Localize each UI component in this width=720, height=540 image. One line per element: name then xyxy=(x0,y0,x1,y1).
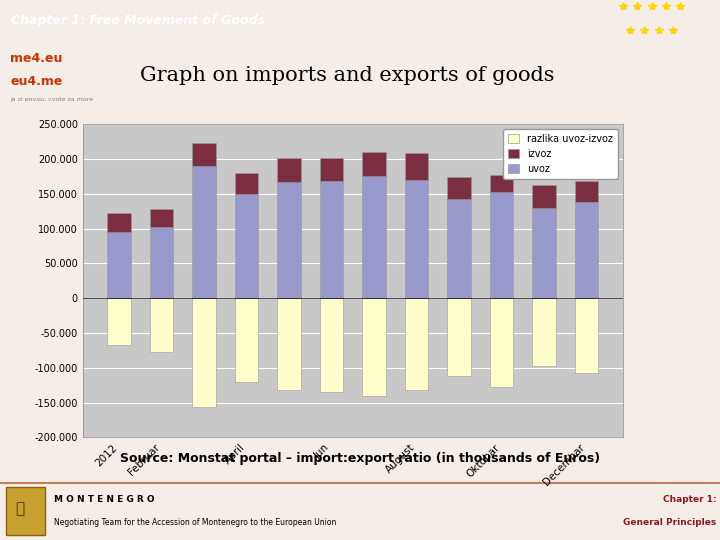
Bar xyxy=(575,298,598,373)
Bar xyxy=(320,181,343,298)
Text: Source: Monstat portal – import:export ratio (in thousands of Euros): Source: Monstat portal – import:export r… xyxy=(120,452,600,465)
Bar xyxy=(447,298,471,376)
Bar xyxy=(405,153,428,180)
Bar xyxy=(192,143,216,166)
Bar xyxy=(107,213,131,232)
Bar xyxy=(192,298,216,408)
Bar xyxy=(405,298,428,390)
Bar xyxy=(150,209,174,226)
Bar xyxy=(575,181,598,202)
Text: me4.eu: me4.eu xyxy=(10,52,63,65)
Text: Graph on imports and exports of goods: Graph on imports and exports of goods xyxy=(140,66,554,85)
Bar xyxy=(320,298,343,392)
Bar xyxy=(192,166,216,298)
Bar xyxy=(235,194,258,298)
Bar xyxy=(107,298,131,345)
Bar xyxy=(235,173,258,194)
Bar xyxy=(150,298,174,353)
Bar xyxy=(490,192,513,298)
Bar xyxy=(150,226,174,298)
Bar xyxy=(362,177,386,298)
Bar xyxy=(532,208,556,298)
Text: 🦅: 🦅 xyxy=(16,502,24,516)
Bar xyxy=(447,199,471,298)
Bar xyxy=(107,232,131,298)
Bar xyxy=(490,298,513,387)
FancyBboxPatch shape xyxy=(6,487,45,535)
Bar xyxy=(362,152,386,177)
Bar xyxy=(575,202,598,298)
Text: ja zi envou, cvote za more: ja zi envou, cvote za more xyxy=(10,97,94,102)
Text: Negotiating Team for the Accession of Montenegro to the European Union: Negotiating Team for the Accession of Mo… xyxy=(54,518,336,527)
Bar xyxy=(532,185,556,208)
Text: Chapter 1: Free Movement of Goods: Chapter 1: Free Movement of Goods xyxy=(11,14,265,27)
Bar xyxy=(405,180,428,298)
Text: Chapter 1:: Chapter 1: xyxy=(663,495,716,504)
Bar xyxy=(277,158,301,182)
Bar xyxy=(320,158,343,181)
Bar xyxy=(277,182,301,298)
Text: eu4.me: eu4.me xyxy=(10,75,63,88)
Bar xyxy=(532,298,556,367)
Bar xyxy=(447,177,471,199)
Bar xyxy=(362,298,386,396)
Bar xyxy=(490,175,513,192)
Text: M O N T E N E G R O: M O N T E N E G R O xyxy=(54,495,155,504)
Bar xyxy=(235,298,258,382)
Bar xyxy=(277,298,301,390)
Legend: razlika uvoz-izvoz, izvoz, uvoz: razlika uvoz-izvoz, izvoz, uvoz xyxy=(503,129,618,179)
Text: General Principles: General Principles xyxy=(623,518,716,527)
